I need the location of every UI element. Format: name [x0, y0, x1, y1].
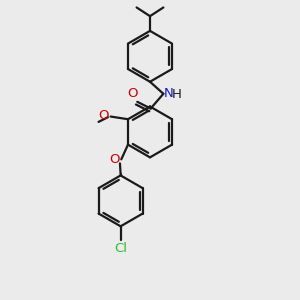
Text: O: O: [110, 153, 120, 166]
Text: H: H: [171, 88, 181, 101]
Text: O: O: [128, 88, 138, 100]
Text: N: N: [164, 87, 174, 100]
Text: Cl: Cl: [114, 242, 127, 255]
Text: O: O: [99, 110, 109, 122]
